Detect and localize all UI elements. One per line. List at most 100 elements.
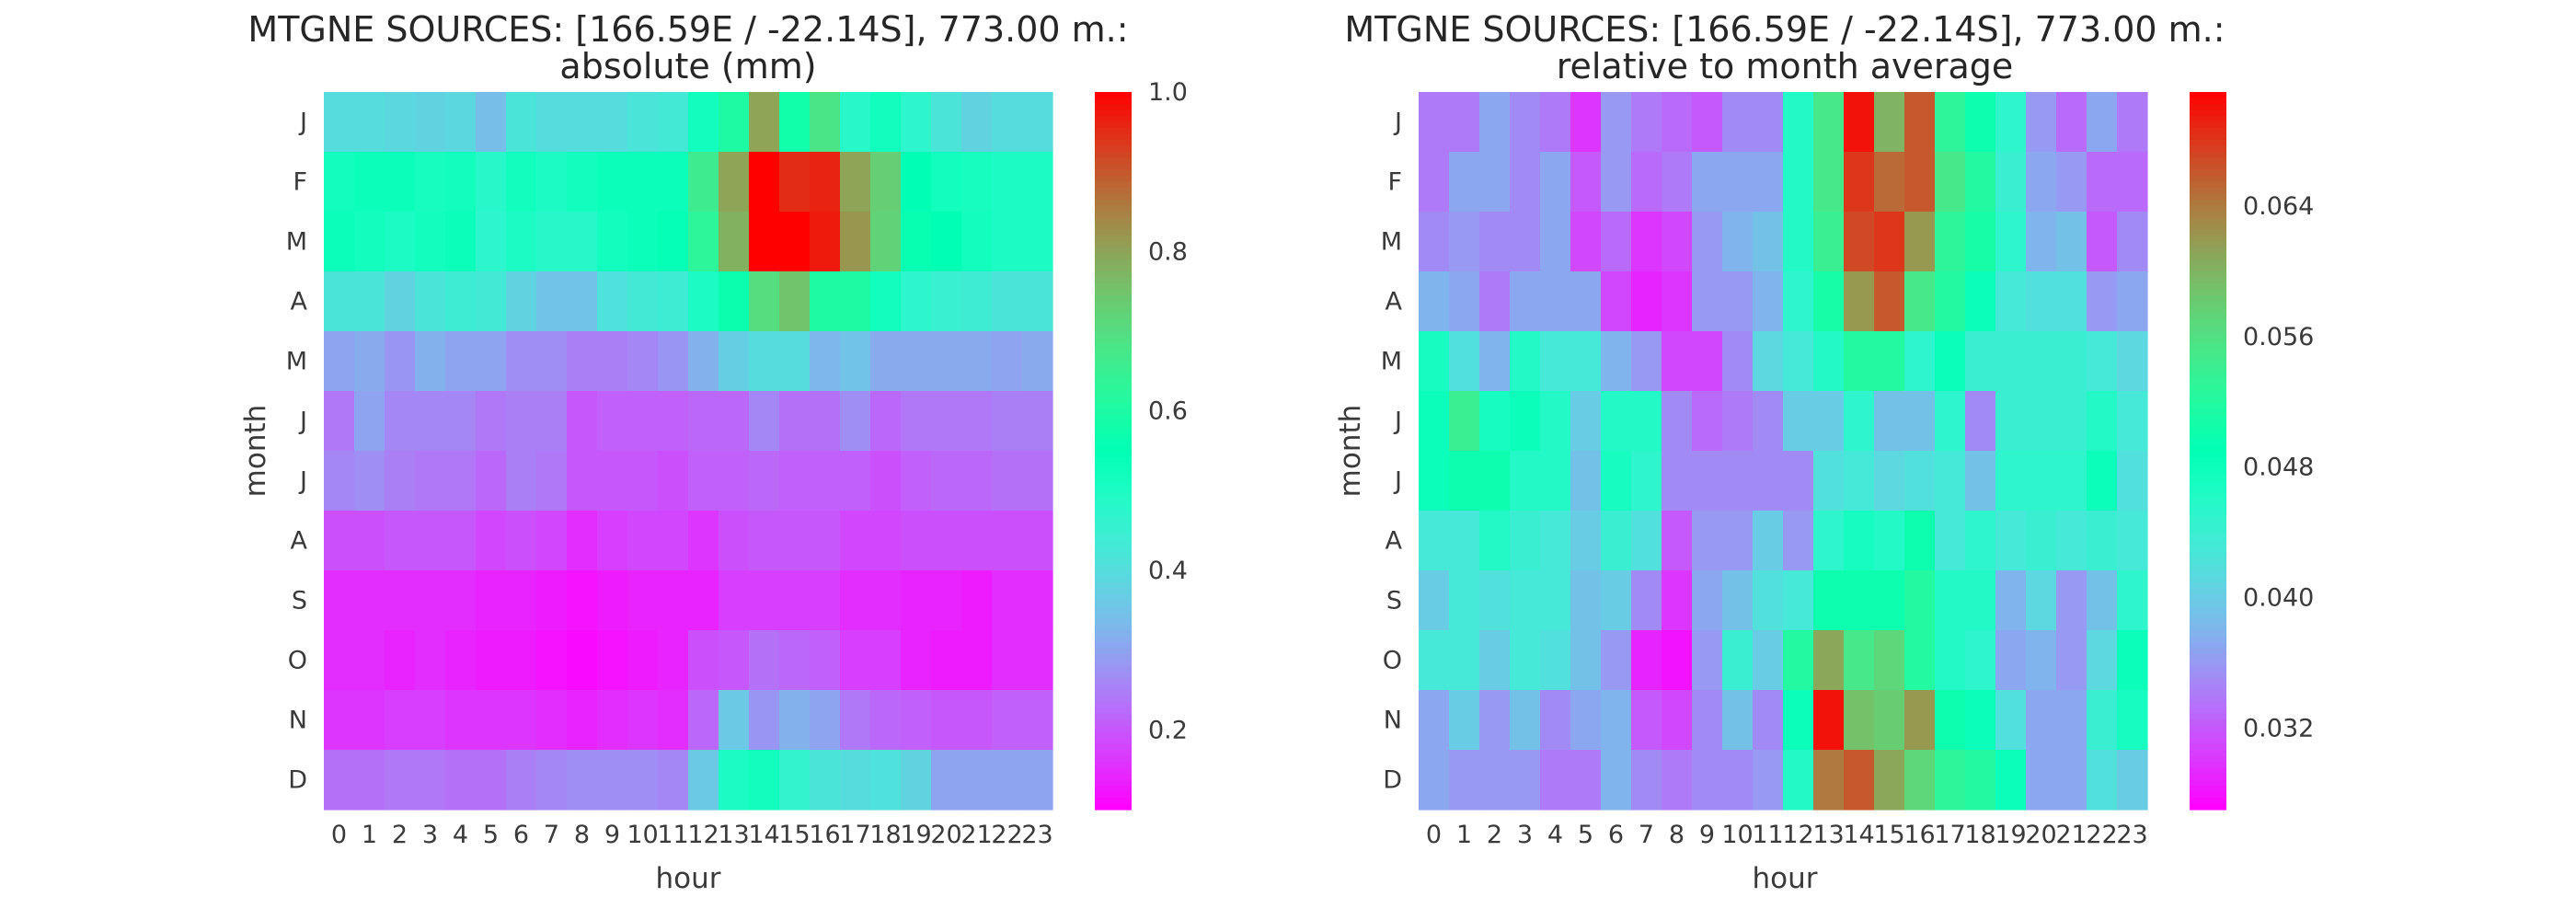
heatmap-cell bbox=[779, 570, 811, 631]
heatmap-cell bbox=[870, 690, 902, 751]
heatmap-cell bbox=[324, 570, 355, 631]
colorbar-segment bbox=[1095, 792, 1132, 799]
x-tick-label: 12 bbox=[1782, 821, 1813, 849]
heatmap-cell bbox=[2117, 570, 2148, 631]
heatmap-cell bbox=[992, 570, 1023, 631]
heatmap-cell bbox=[1570, 331, 1602, 392]
colorbar-tick-label: 0.056 bbox=[2243, 323, 2314, 351]
heatmap-cell bbox=[1692, 451, 1723, 512]
heatmap-cell bbox=[1510, 212, 1541, 272]
colorbar-segment bbox=[2190, 128, 2226, 134]
heatmap-cell bbox=[992, 630, 1023, 691]
colorbar-segment bbox=[2190, 170, 2226, 177]
colorbar-segment bbox=[1095, 134, 1132, 141]
heatmap-cell bbox=[688, 630, 719, 691]
heatmap-cell bbox=[1753, 152, 1784, 213]
heatmap-cell bbox=[385, 92, 416, 153]
heatmap-cell bbox=[1783, 451, 1814, 512]
heatmap-cell bbox=[779, 152, 811, 213]
heatmap-cell bbox=[324, 511, 355, 571]
colorbar-segment bbox=[2190, 374, 2226, 380]
colorbar-segment bbox=[2190, 307, 2226, 314]
heatmap-cell bbox=[1601, 630, 1632, 691]
heatmap-cell bbox=[627, 511, 659, 571]
heatmap-cell bbox=[1904, 271, 1936, 332]
colorbar-segment bbox=[2190, 212, 2226, 218]
heatmap-cell bbox=[324, 152, 355, 213]
heatmap-cell bbox=[931, 511, 962, 571]
heatmap-cell bbox=[1813, 92, 1845, 153]
heatmap-cell bbox=[1419, 271, 1450, 332]
heatmap-cell bbox=[1844, 212, 1875, 272]
heatmap-cell bbox=[719, 750, 750, 811]
colorbar-segment bbox=[1095, 714, 1132, 720]
x-tick-label: 20 bbox=[2025, 821, 2056, 849]
colorbar-segment bbox=[2190, 673, 2226, 679]
heatmap-cell bbox=[688, 690, 719, 751]
heatmap-cell bbox=[2056, 212, 2087, 272]
heatmap-cell bbox=[1022, 630, 1053, 691]
heatmap-cell bbox=[1965, 511, 1996, 571]
heatmap-cell bbox=[992, 391, 1023, 452]
heatmap-cell bbox=[627, 152, 659, 213]
x-tick-label: 10 bbox=[1721, 821, 1753, 849]
heatmap-cell bbox=[627, 92, 659, 153]
colorbar-segment bbox=[1095, 463, 1132, 469]
heatmap-cell bbox=[2087, 511, 2118, 571]
heatmap-cell bbox=[415, 451, 446, 512]
colorbar-segment bbox=[2190, 768, 2226, 775]
colorbar-segment bbox=[2190, 110, 2226, 117]
x-axis-label: hour bbox=[655, 862, 720, 895]
heatmap-cell bbox=[536, 92, 568, 153]
heatmap-cell bbox=[840, 570, 871, 631]
heatmap-cell bbox=[961, 152, 993, 213]
colorbar-segment bbox=[2190, 445, 2226, 452]
heatmap-cell bbox=[688, 511, 719, 571]
colorbar-segment bbox=[2190, 350, 2226, 356]
heatmap-cell bbox=[1631, 152, 1662, 213]
colorbar-segment bbox=[1095, 116, 1132, 122]
heatmap-cell bbox=[445, 570, 477, 631]
heatmap-cell bbox=[1722, 212, 1754, 272]
heatmap-cell bbox=[658, 391, 689, 452]
x-tick-label: 11 bbox=[657, 821, 688, 849]
heatmap-cell bbox=[2026, 690, 2057, 751]
heatmap-cell bbox=[1813, 630, 1845, 691]
heatmap-cell bbox=[1813, 570, 1845, 631]
colorbar-segment bbox=[1095, 218, 1132, 224]
colorbar-segment bbox=[1095, 511, 1132, 517]
heatmap-cell bbox=[506, 750, 537, 811]
heatmap-cell bbox=[1753, 451, 1784, 512]
colorbar-segment bbox=[1095, 589, 1132, 595]
heatmap-cell bbox=[1995, 750, 2027, 811]
heatmap-cell bbox=[1965, 391, 1996, 452]
colorbar-segment bbox=[2190, 613, 2226, 619]
heatmap-cell bbox=[1419, 570, 1450, 631]
heatmap-cell bbox=[961, 451, 993, 512]
heatmap-cell bbox=[1935, 750, 1966, 811]
colorbar-segment bbox=[2190, 529, 2226, 535]
heatmap-cell bbox=[1510, 750, 1541, 811]
heatmap-cell bbox=[1935, 391, 1966, 452]
heatmap-cell bbox=[961, 630, 993, 691]
colorbar-segment bbox=[1095, 170, 1132, 177]
heatmap-cell bbox=[1662, 331, 1693, 392]
heatmap-cell bbox=[1965, 92, 1996, 153]
heatmap-cell bbox=[901, 570, 932, 631]
heatmap-cell bbox=[1570, 152, 1602, 213]
heatmap-cell bbox=[870, 451, 902, 512]
colorbar-segment bbox=[2190, 176, 2226, 182]
heatmap-cell bbox=[961, 750, 993, 811]
colorbar-segment bbox=[2190, 696, 2226, 703]
heatmap-cell bbox=[1540, 630, 1571, 691]
heatmap-cell bbox=[2026, 92, 2057, 153]
colorbar-segment bbox=[1095, 696, 1132, 703]
colorbar-segment bbox=[1095, 738, 1132, 744]
heatmap-cell bbox=[1844, 152, 1875, 213]
colorbar-segment bbox=[2190, 421, 2226, 428]
colorbar-segment bbox=[1095, 152, 1132, 158]
colorbar-segment bbox=[2190, 200, 2226, 206]
colorbar-segment bbox=[1095, 295, 1132, 302]
colorbar-segment bbox=[2190, 385, 2226, 392]
heatmap-cell bbox=[1935, 92, 1966, 153]
